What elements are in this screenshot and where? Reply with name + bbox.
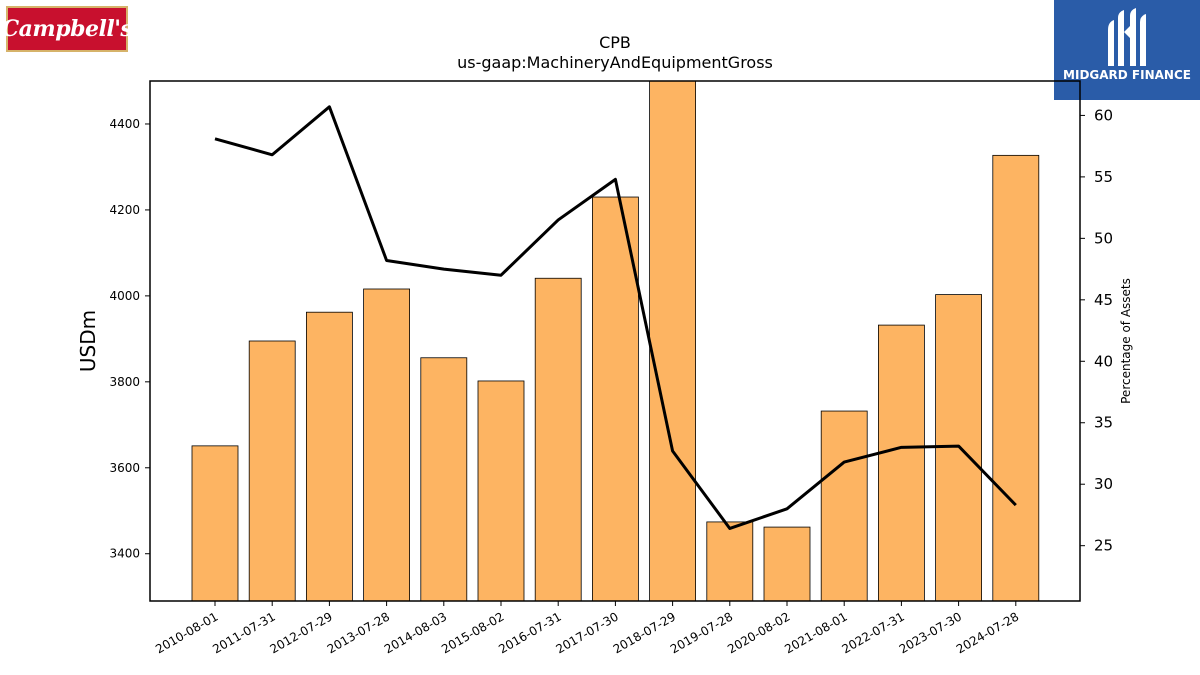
bar-6 (534, 277, 582, 602)
y2-tick-label-6: 55 (1094, 168, 1113, 186)
bar-5 (477, 380, 525, 602)
y-tick-label-0: 3400 (109, 547, 140, 561)
x-tick-label-7: 2017-07-30 (553, 609, 620, 656)
chart-title: CPB (599, 33, 631, 52)
bar-2 (305, 311, 353, 602)
x-tick-label-12: 2022-07-31 (839, 609, 906, 656)
bar-14 (992, 154, 1040, 602)
y-axis-label: USDm (76, 310, 100, 372)
bar-9 (706, 521, 754, 602)
y2-tick-label-0: 25 (1094, 537, 1113, 555)
y2-tick-label-5: 50 (1094, 229, 1113, 247)
bar-1 (248, 340, 296, 602)
midgard-logo-text: MIDGARD FINANCE (1063, 68, 1191, 82)
campbells-logo: Campbell's (2, 6, 133, 52)
y-tick-label-1: 3600 (109, 461, 140, 475)
y2-tick-label-7: 60 (1094, 106, 1113, 124)
bar-11 (820, 410, 868, 602)
y-tick-label-5: 4400 (109, 117, 140, 131)
campbells-logo-text: Campbell's (1, 16, 133, 42)
x-tick-label-8: 2018-07-29 (611, 609, 678, 656)
midgard-finance-logo: MIDGARD FINANCE (1054, 0, 1200, 100)
x-tick-label-10: 2020-08-02 (725, 609, 792, 656)
bars-group (191, 80, 1040, 602)
y-tick-label-4: 4200 (109, 203, 140, 217)
bar-12 (878, 324, 925, 602)
chart-subtitle: us-gaap:MachineryAndEquipmentGross (457, 53, 773, 72)
y-tick-label-2: 3800 (109, 375, 140, 389)
x-tick-label-6: 2016-07-31 (496, 609, 563, 656)
x-tick-label-1: 2011-07-31 (210, 609, 277, 656)
y2-axis-label: Percentage of Assets (1119, 278, 1133, 404)
y2-tick-label-4: 45 (1094, 291, 1113, 309)
midgard-logo-icon (1108, 8, 1146, 66)
x-tick-label-2: 2012-07-29 (267, 609, 334, 656)
bar-7 (592, 196, 639, 602)
line-group (214, 105, 1017, 530)
x-tick-label-13: 2023-07-30 (897, 609, 964, 656)
bar-10 (763, 526, 811, 602)
x-tick-label-0: 2010-08-01 (153, 609, 220, 656)
x-tick-label-14: 2024-07-28 (954, 609, 1021, 656)
bar-0 (191, 445, 239, 602)
y2-tick-label-2: 35 (1094, 414, 1113, 432)
y2-tick-label-3: 40 (1094, 352, 1113, 370)
x-tick-label-11: 2021-08-01 (782, 609, 849, 656)
x-tick-label-3: 2013-07-28 (325, 609, 392, 656)
y2-tick-label-1: 30 (1094, 475, 1113, 493)
bar-8 (649, 80, 696, 602)
bar-3 (363, 288, 411, 602)
x-tick-label-9: 2019-07-28 (668, 609, 735, 656)
y-tick-label-3: 4000 (109, 289, 140, 303)
percentage-line (214, 105, 1017, 530)
x-tick-label-4: 2014-08-03 (382, 609, 449, 656)
x-tick-label-5: 2015-08-02 (439, 609, 506, 656)
bar-4 (420, 357, 468, 602)
